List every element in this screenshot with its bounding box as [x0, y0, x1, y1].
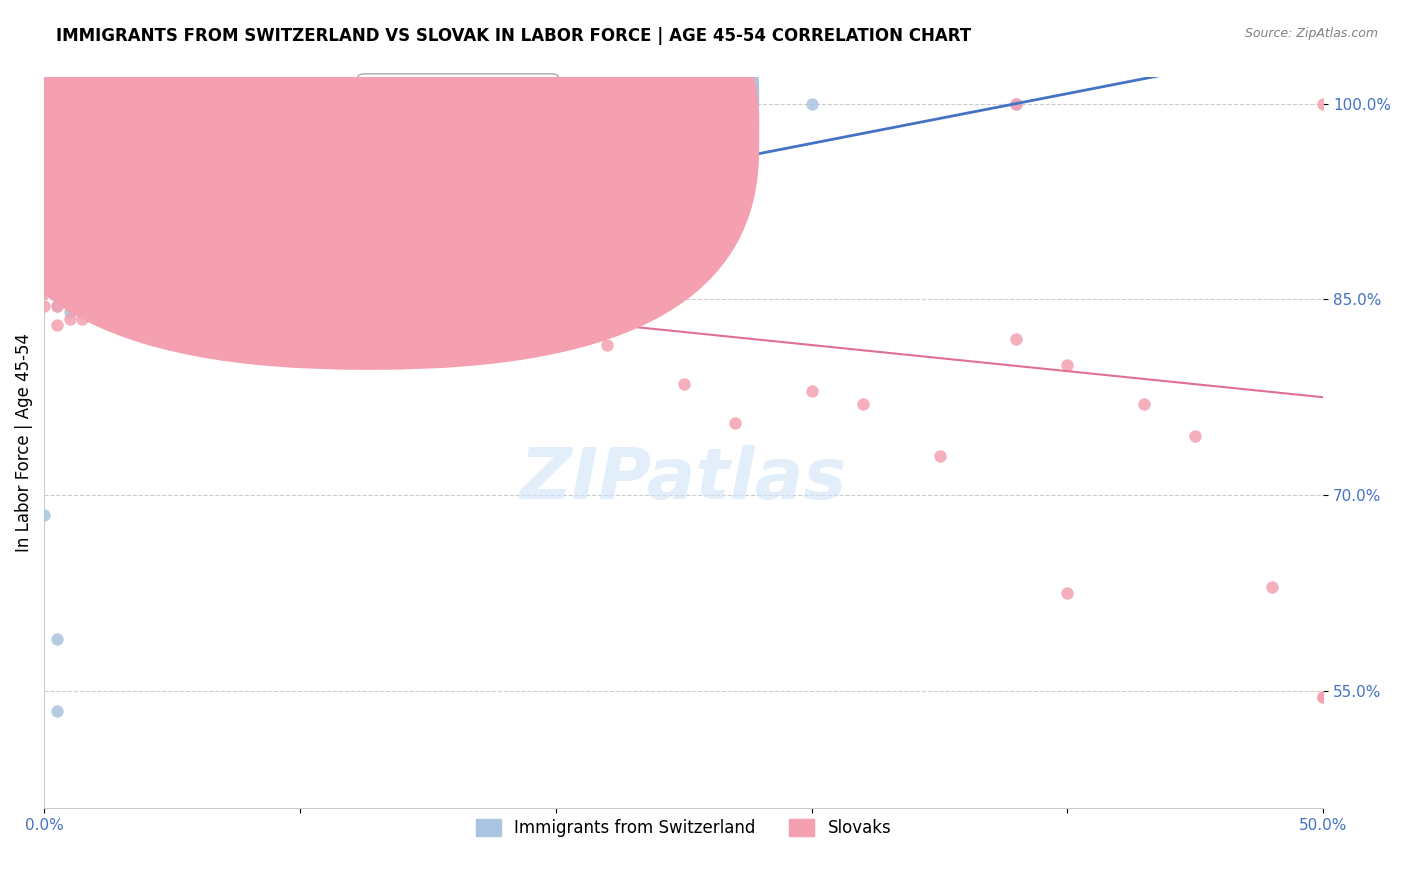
Point [110, 293, 132, 307]
Point [724, 417, 747, 431]
Point [59, 305, 82, 319]
Point [1312, 690, 1334, 705]
Point [97, 273, 120, 287]
Point [1312, 690, 1334, 705]
Point [200, 103, 222, 117]
Point [160, 305, 183, 319]
Point [596, 338, 619, 352]
Point [135, 305, 157, 319]
Point [32, 266, 55, 280]
Point [45, 704, 67, 718]
Point [72, 285, 94, 300]
Point [1056, 358, 1078, 372]
Point [45, 299, 67, 313]
Point [97, 266, 120, 280]
Text: R = 0.469   N = 28: R = 0.469 N = 28 [381, 85, 551, 103]
Point [59, 273, 82, 287]
Text: ZIPatlas: ZIPatlas [520, 445, 848, 514]
Point [72, 299, 94, 313]
Point [45, 260, 67, 274]
Point [84, 293, 107, 307]
Point [160, 285, 183, 300]
Point [928, 449, 950, 463]
Point [263, 299, 285, 313]
Point [416, 214, 439, 228]
Point [84, 305, 107, 319]
Point [288, 293, 311, 307]
Point [72, 312, 94, 326]
Text: R = -0.128   N = 76: R = -0.128 N = 76 [381, 118, 557, 136]
Point [366, 201, 388, 215]
Point [72, 273, 94, 287]
Point [340, 299, 363, 313]
FancyBboxPatch shape [0, 0, 759, 339]
Point [97, 305, 120, 319]
Point [544, 305, 567, 319]
Point [45, 318, 67, 333]
Point [187, 318, 209, 333]
Point [45, 285, 67, 300]
Legend: Immigrants from Switzerland, Slovaks: Immigrants from Switzerland, Slovaks [470, 813, 898, 844]
Y-axis label: In Labor Force | Age 45-54: In Labor Force | Age 45-54 [15, 334, 32, 552]
Point [110, 188, 132, 202]
Text: R = 0.469   N = 28 
 R = -0.128   N = 76: R = 0.469 N = 28 R = -0.128 N = 76 [364, 81, 553, 120]
Point [110, 312, 132, 326]
Point [45, 299, 67, 313]
Point [84, 279, 107, 293]
Point [59, 260, 82, 274]
Point [160, 103, 183, 117]
Point [1133, 397, 1156, 411]
Point [45, 285, 67, 300]
Point [1005, 331, 1028, 345]
Point [72, 305, 94, 319]
Point [1261, 580, 1284, 594]
Point [1056, 586, 1078, 600]
Point [45, 273, 67, 287]
Point [59, 273, 82, 287]
Point [135, 273, 157, 287]
Point [97, 312, 120, 326]
Point [45, 273, 67, 287]
Point [852, 397, 875, 411]
Point [110, 273, 132, 287]
Point [97, 285, 120, 300]
Point [1005, 96, 1028, 111]
Point [800, 384, 823, 398]
Point [32, 266, 55, 280]
Point [32, 285, 55, 300]
Point [263, 103, 285, 117]
Point [59, 285, 82, 300]
Point [32, 188, 55, 202]
Point [59, 312, 82, 326]
Point [212, 285, 235, 300]
Point [135, 285, 157, 300]
Text: Source: ZipAtlas.com: Source: ZipAtlas.com [1244, 27, 1378, 40]
Text: IMMIGRANTS FROM SWITZERLAND VS SLOVAK IN LABOR FORCE | AGE 45-54 CORRELATION CHA: IMMIGRANTS FROM SWITZERLAND VS SLOVAK IN… [56, 27, 972, 45]
Point [200, 299, 222, 313]
Point [72, 260, 94, 274]
Point [494, 293, 516, 307]
Point [250, 103, 273, 117]
Point [672, 377, 695, 392]
Point [84, 305, 107, 319]
Point [1005, 96, 1028, 111]
Point [288, 312, 311, 326]
Point [1184, 429, 1206, 443]
Point [72, 266, 94, 280]
Point [1312, 96, 1334, 111]
Point [800, 96, 823, 111]
Point [59, 285, 82, 300]
Point [45, 632, 67, 646]
Point [84, 285, 107, 300]
Point [45, 260, 67, 274]
Point [468, 181, 491, 195]
Point [59, 299, 82, 313]
FancyBboxPatch shape [0, 0, 759, 370]
Point [84, 260, 107, 274]
Point [32, 299, 55, 313]
Point [32, 508, 55, 522]
Point [238, 305, 260, 319]
Point [84, 266, 107, 280]
